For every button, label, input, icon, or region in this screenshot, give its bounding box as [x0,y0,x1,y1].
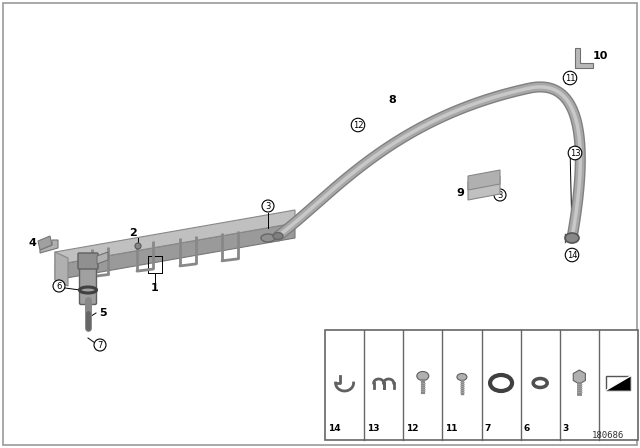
Polygon shape [55,252,68,286]
Text: 1: 1 [151,283,159,293]
Ellipse shape [261,234,275,242]
Text: 2: 2 [129,228,137,238]
Polygon shape [97,252,108,264]
Text: 14: 14 [567,250,577,259]
Polygon shape [55,210,295,265]
Ellipse shape [273,233,283,240]
Text: 180686: 180686 [592,431,624,440]
Text: 3: 3 [266,202,271,211]
Text: 6: 6 [524,424,530,433]
FancyBboxPatch shape [79,263,97,305]
Text: 7: 7 [484,424,491,433]
Circle shape [135,243,141,249]
Bar [325,330,638,440]
Polygon shape [573,370,586,384]
Polygon shape [38,236,52,250]
Text: 4: 4 [28,238,36,248]
Polygon shape [607,376,630,390]
Text: 11: 11 [564,73,575,82]
Polygon shape [468,170,500,190]
Text: 12: 12 [406,424,419,433]
Text: 14: 14 [328,424,340,433]
Polygon shape [468,176,500,200]
Polygon shape [55,223,295,280]
Text: 3: 3 [497,190,502,199]
Text: 13: 13 [570,148,580,158]
Text: 11: 11 [445,424,458,433]
Ellipse shape [417,371,429,380]
Text: 13: 13 [367,424,380,433]
Text: 12: 12 [353,121,364,129]
Text: 6: 6 [56,281,61,290]
Text: 5: 5 [99,308,107,318]
Ellipse shape [457,374,467,380]
Bar [607,376,630,390]
Polygon shape [40,240,58,253]
Text: 9: 9 [456,188,464,198]
Text: 7: 7 [97,340,102,349]
Ellipse shape [565,233,579,243]
Text: 8: 8 [388,95,396,105]
FancyBboxPatch shape [78,253,98,269]
Text: 3: 3 [563,424,569,433]
Polygon shape [575,48,593,68]
Text: 10: 10 [592,51,608,61]
